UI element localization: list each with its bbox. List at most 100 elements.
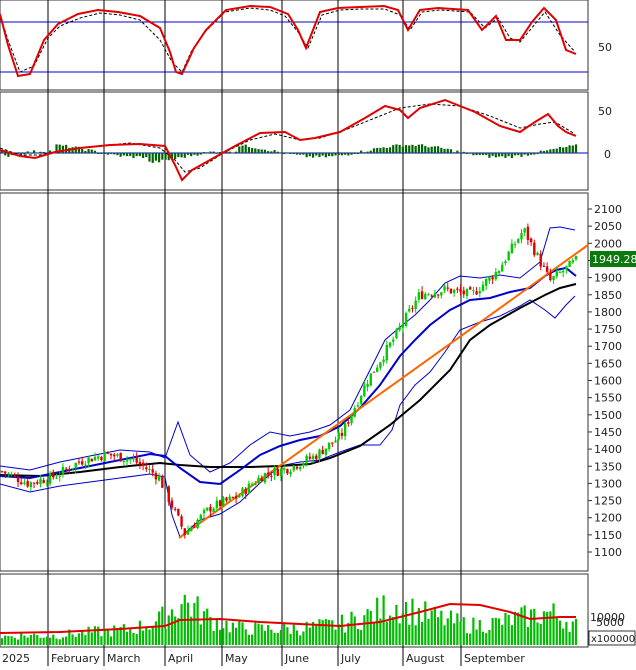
candle-down: [106, 453, 110, 455]
volume-bar: [202, 611, 206, 645]
candle-up: [215, 500, 219, 509]
macd-histogram-bar: [571, 145, 574, 153]
volume-bar: [562, 628, 565, 645]
macd-histogram-bar: [347, 153, 350, 156]
macd-histogram-bar: [446, 148, 449, 153]
volume-bar: [478, 619, 481, 645]
candle-up: [129, 458, 132, 460]
volume-bar: [148, 629, 151, 645]
macd-histogram-bar: [523, 153, 526, 155]
candle-down: [154, 473, 158, 480]
candle-up: [501, 264, 504, 272]
volume-bar: [530, 609, 533, 645]
volume-bar: [106, 628, 109, 645]
volume-bar: [87, 626, 90, 645]
macd-histogram-bar: [190, 153, 193, 157]
volume-bar: [350, 611, 353, 645]
macd-histogram-bar: [196, 153, 199, 156]
volume-bar: [324, 619, 327, 645]
candle-up: [382, 359, 385, 363]
volume-bar: [472, 617, 475, 645]
candle-up: [58, 475, 61, 477]
volume-bar: [135, 634, 138, 645]
candle-down: [308, 456, 312, 459]
macd-histogram-bar: [414, 146, 417, 153]
candle-up: [7, 473, 10, 475]
macd-histogram-bar: [260, 149, 263, 153]
volume-bar: [129, 629, 132, 645]
macd-histogram-bar: [494, 153, 497, 158]
volume-bar: [77, 633, 81, 645]
candle-up: [206, 507, 209, 511]
macd-histogram-bar: [382, 147, 385, 153]
candle-up: [48, 472, 52, 484]
volume-bar: [209, 616, 212, 645]
volume-bar: [39, 637, 42, 645]
candle-down: [151, 469, 154, 473]
volume-bar: [231, 622, 234, 645]
candle-down: [331, 442, 334, 444]
candle-up: [552, 276, 555, 280]
macd-histogram-bar: [379, 147, 382, 153]
macd-histogram-bar: [119, 153, 122, 157]
volume-bar: [154, 621, 158, 645]
price-tick-label: 1700: [594, 340, 622, 353]
macd-histogram-bar: [129, 153, 132, 157]
candle-up: [45, 483, 49, 485]
x-label-5: June: [284, 652, 309, 665]
candle-up: [478, 291, 481, 294]
macd-histogram-bar: [321, 153, 324, 156]
candle-up: [395, 329, 398, 339]
candle-up: [472, 290, 475, 292]
macd-histogram-bar: [366, 151, 369, 153]
candle-up: [257, 477, 260, 484]
volume-bar: [267, 625, 270, 645]
volume-bar: [190, 616, 193, 645]
volume-bar: [469, 633, 472, 645]
candle-up: [369, 373, 372, 386]
macd-histogram-bar: [517, 153, 520, 156]
macd-histogram-bar: [55, 144, 58, 153]
candle-down: [42, 480, 45, 484]
candle-up: [279, 468, 283, 477]
volume-bar: [289, 633, 292, 645]
macd-histogram-bar: [42, 151, 45, 153]
volume-bar: [215, 619, 218, 645]
macd-histogram-bar: [49, 150, 52, 153]
macd-histogram-bar: [315, 153, 318, 156]
candle-up: [97, 456, 100, 459]
volume-unit-box: [588, 630, 636, 646]
candle-down: [244, 488, 247, 495]
candle-down: [13, 475, 17, 477]
candle-up: [263, 473, 267, 483]
bollinger-upper: [0, 226, 576, 473]
candle-up: [520, 233, 523, 240]
macd-histogram-bar: [462, 151, 465, 153]
volume-bar: [395, 604, 398, 645]
x-label-6: July: [340, 652, 361, 665]
candle-up: [116, 454, 119, 456]
candle-up: [388, 342, 392, 347]
macd-histogram-bar: [87, 149, 90, 153]
volume-bar: [462, 617, 465, 645]
price-tick-label: 2000: [594, 237, 622, 250]
macd-histogram-bar: [392, 145, 395, 153]
candle-up: [561, 270, 565, 273]
volume-bar: [504, 612, 507, 645]
macd-histogram-bar: [109, 153, 113, 154]
volume-bar: [218, 629, 222, 645]
volume-bar: [507, 614, 510, 645]
volume-bar: [372, 622, 376, 645]
macd-histogram-bar: [206, 152, 209, 154]
macd-histogram-bar: [90, 149, 93, 153]
macd-histogram-bar: [32, 150, 36, 153]
macd-histogram-bar: [167, 153, 170, 161]
volume-bar: [565, 621, 568, 645]
macd-histogram-bar: [247, 147, 251, 153]
price-tick-label: 1500: [594, 409, 622, 422]
candle-up: [238, 495, 241, 498]
candle-up: [196, 519, 199, 529]
macd-histogram-bar: [453, 152, 456, 154]
candle-up: [189, 527, 193, 532]
candle-down: [295, 466, 299, 469]
